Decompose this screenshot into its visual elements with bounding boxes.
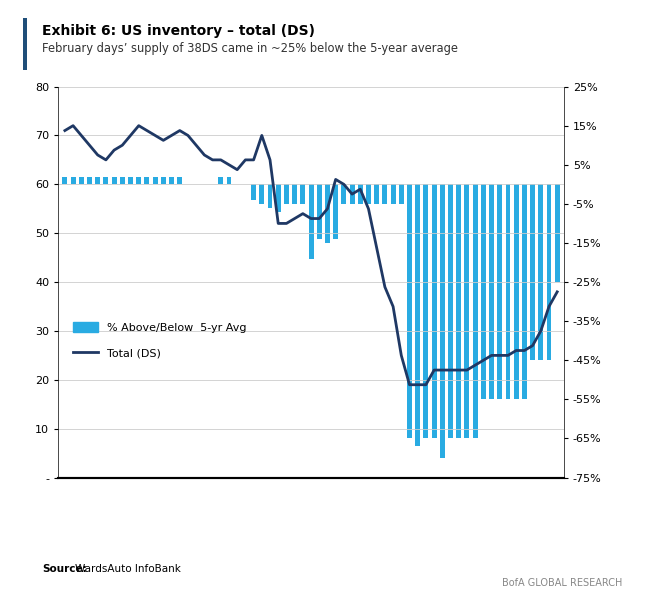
Bar (432, 184, 437, 438)
Bar (79, 177, 84, 184)
Bar (530, 184, 535, 361)
Bar (391, 184, 395, 204)
Bar (111, 177, 117, 184)
Text: WardsAuto InfoBank: WardsAuto InfoBank (75, 564, 180, 574)
Bar (555, 184, 560, 282)
Bar (169, 177, 174, 184)
Bar (128, 177, 133, 184)
Legend: % Above/Below  5-yr Avg, Total (DS): % Above/Below 5-yr Avg, Total (DS) (69, 318, 251, 362)
Bar (423, 184, 428, 438)
Bar (71, 177, 76, 184)
Text: Source:: Source: (42, 564, 87, 574)
Bar (341, 184, 346, 204)
Bar (284, 184, 289, 204)
Bar (514, 184, 518, 399)
Bar (350, 184, 354, 204)
Bar (472, 184, 478, 438)
Bar (259, 184, 264, 204)
Bar (538, 184, 543, 361)
Bar (497, 184, 502, 399)
Text: BofA GLOBAL RESEARCH: BofA GLOBAL RESEARCH (502, 578, 622, 588)
Bar (62, 177, 67, 184)
Bar (465, 184, 469, 438)
Bar (358, 184, 363, 204)
Bar (178, 177, 182, 184)
Bar (522, 184, 527, 399)
Bar (448, 184, 453, 438)
Bar (301, 184, 305, 204)
Bar (136, 177, 141, 184)
Bar (145, 177, 150, 184)
Bar (218, 177, 224, 184)
Bar (120, 177, 125, 184)
Bar (415, 184, 420, 447)
Bar (407, 184, 412, 438)
Bar (481, 184, 486, 399)
Text: February days’ supply of 38DS came in ~25% below the 5-year average: February days’ supply of 38DS came in ~2… (42, 42, 458, 55)
Bar (276, 184, 281, 212)
Bar (382, 184, 388, 204)
Bar (399, 184, 404, 204)
Bar (104, 177, 108, 184)
Bar (440, 184, 445, 458)
Bar (333, 184, 338, 239)
Bar (325, 184, 330, 243)
Bar (489, 184, 494, 399)
Bar (251, 184, 256, 200)
Bar (546, 184, 551, 361)
Bar (153, 177, 157, 184)
Bar (161, 177, 166, 184)
Bar (366, 184, 371, 204)
Bar (317, 184, 321, 239)
Bar (95, 177, 100, 184)
Bar (375, 184, 379, 204)
Bar (505, 184, 511, 399)
Bar (227, 177, 231, 184)
Bar (292, 184, 297, 204)
Bar (87, 177, 92, 184)
Bar (268, 184, 272, 208)
Bar (456, 184, 461, 438)
Text: Exhibit 6: US inventory – total (DS): Exhibit 6: US inventory – total (DS) (42, 24, 315, 38)
Bar (308, 184, 314, 259)
